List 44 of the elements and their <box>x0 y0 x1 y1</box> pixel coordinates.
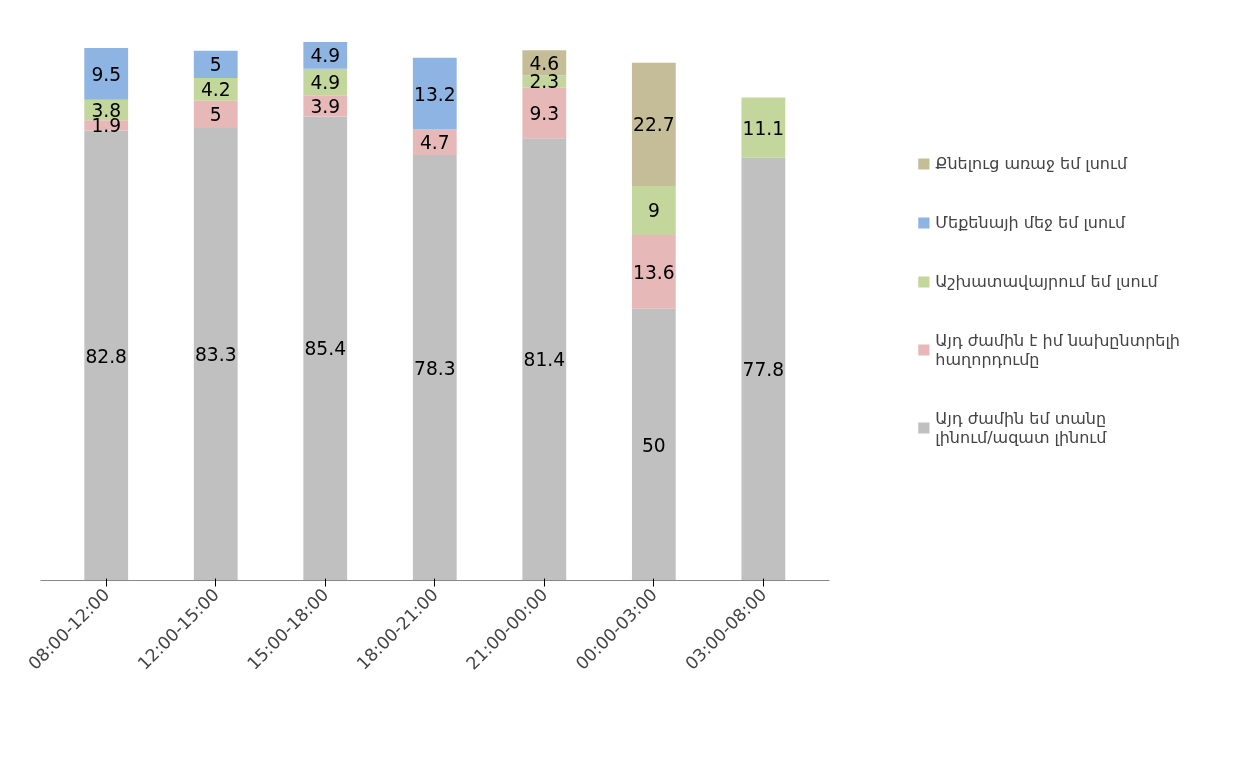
bar <box>84 130 129 581</box>
bar <box>741 157 786 581</box>
bar <box>193 50 238 78</box>
data-label: 5 <box>209 54 222 76</box>
data-label: 2.3 <box>529 71 560 93</box>
data-label: 77.8 <box>742 359 785 381</box>
data-label: 3.9 <box>310 95 341 117</box>
data-label: 9 <box>647 200 660 222</box>
bar <box>84 48 129 100</box>
bar <box>631 234 676 309</box>
bar <box>522 138 567 581</box>
data-label: 83.3 <box>194 344 237 366</box>
legend-label: Այդ ժամին է իմ նախընտրելի հաղորդումը <box>935 330 1180 369</box>
data-label: 81.4 <box>523 349 566 371</box>
data-label: 22.7 <box>633 114 675 136</box>
data-label: 4.9 <box>310 71 341 93</box>
bar <box>412 57 457 130</box>
bar <box>522 87 567 139</box>
legend-label: Այդ ժամին եմ տանը լինում/ազատ լինում <box>935 408 1107 447</box>
data-label: 82.8 <box>85 345 127 367</box>
data-label: 50 <box>641 434 666 456</box>
data-label: 4.9 <box>310 45 341 67</box>
data-label: 9.3 <box>529 102 560 124</box>
bar <box>631 62 676 187</box>
bar <box>412 155 457 581</box>
legend-label: Մեքենայի մեջ եմ լսում <box>935 212 1126 232</box>
data-label: 4.2 <box>200 79 231 101</box>
data-label: 4.7 <box>419 132 450 154</box>
data-label: 78.3 <box>414 357 456 379</box>
bar <box>193 100 238 128</box>
data-label: 4.6 <box>529 52 560 74</box>
data-label: 13.2 <box>414 83 456 105</box>
bar <box>631 186 676 235</box>
data-label: 13.6 <box>633 261 675 283</box>
bar <box>631 308 676 581</box>
data-label: 11.1 <box>742 117 785 139</box>
data-label: 85.4 <box>304 338 347 360</box>
bar <box>741 97 786 158</box>
data-label: 5 <box>209 104 222 126</box>
bar <box>303 116 348 581</box>
legend-label: Քնելուց առաջ եմ լսում <box>935 153 1128 173</box>
data-label: 9.5 <box>91 63 122 85</box>
bar <box>193 127 238 581</box>
legend-label: Աշխատավայրում եմ լսում <box>935 271 1158 291</box>
